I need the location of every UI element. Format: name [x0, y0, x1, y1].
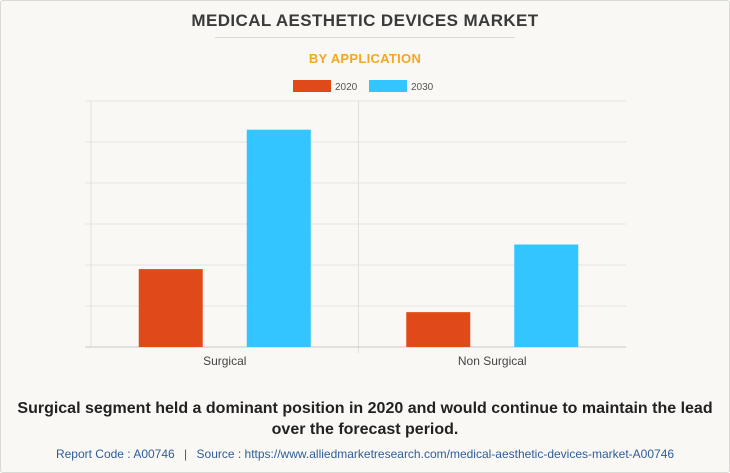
legend-label-2020: 2020	[335, 82, 358, 93]
chart-subtitle: BY APPLICATION	[308, 51, 422, 66]
title-divider	[215, 37, 515, 38]
bar-non-surgical-2030	[514, 244, 579, 347]
bar-surgical-2020	[138, 269, 203, 347]
legend-swatch-2030	[369, 80, 407, 92]
report-code: Report Code : A00746	[55, 447, 175, 461]
bar-non-surgical-2020	[406, 312, 471, 347]
chart-title: MEDICAL AESTHETIC DEVICES MARKET	[191, 11, 539, 30]
legend-label-2030: 2030	[411, 82, 434, 93]
source-link[interactable]: Source : https://www.alliedmarketresearc…	[196, 447, 675, 461]
footer: Report Code : A00746 | Source : https://…	[0, 447, 730, 461]
x-tick-label: Surgical	[203, 354, 246, 368]
chart-caption: Surgical segment held a dominant positio…	[17, 400, 713, 438]
legend-swatch-2020	[293, 80, 331, 92]
footer-separator: |	[184, 447, 188, 461]
x-tick-label: Non Surgical	[458, 354, 527, 368]
bar-surgical-2030	[246, 129, 311, 347]
